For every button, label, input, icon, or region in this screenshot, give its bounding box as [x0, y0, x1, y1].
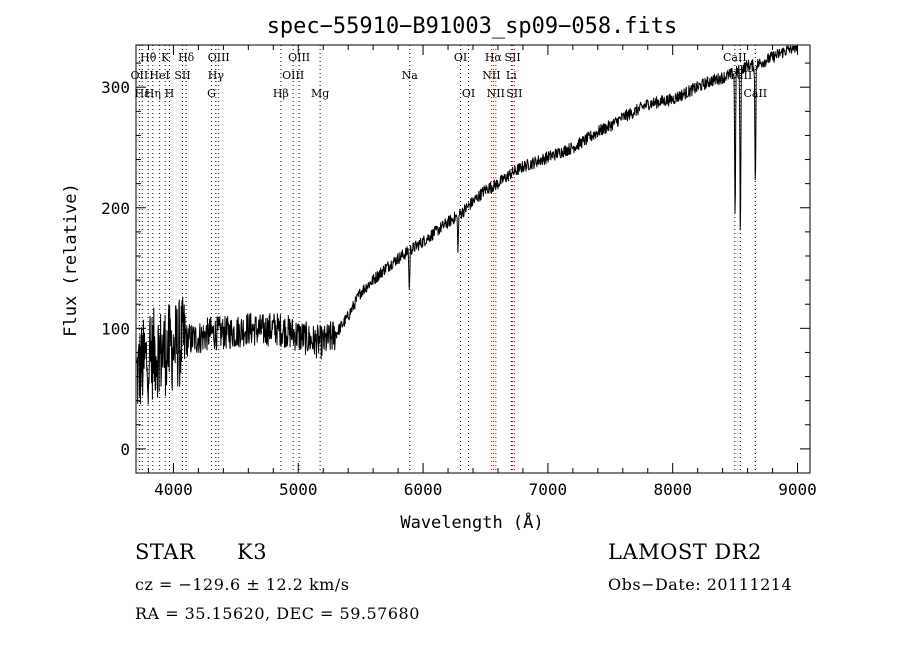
x-tick-label: 4000 — [154, 480, 193, 499]
line-label: HeI — [149, 69, 169, 82]
line-label: H — [165, 87, 175, 100]
line-label: OII — [131, 69, 149, 82]
line-label: Li — [506, 69, 517, 82]
object-subclass: K3 — [237, 540, 268, 564]
line-label: K — [161, 51, 170, 64]
object-class: STAR — [135, 540, 196, 564]
line-label: OIII — [288, 51, 310, 64]
y-tick-label: 200 — [101, 199, 130, 218]
x-axis-label: Wavelength (Å) — [400, 511, 543, 533]
y-tick-label: 100 — [101, 319, 130, 338]
spectrum-series-line — [136, 45, 798, 405]
line-label: Hδ — [178, 51, 195, 64]
sky-coordinates: RA = 35.15620, DEC = 59.57680 — [135, 604, 420, 623]
redshift-cz: cz = −129.6 ± 12.2 km/s — [135, 575, 350, 594]
line-label: Hε — [135, 87, 151, 100]
plot-frame — [135, 44, 811, 474]
line-label: Hα — [485, 51, 503, 64]
x-tick-label: 5000 — [279, 480, 318, 499]
x-tick-label: 7000 — [529, 480, 568, 499]
chart-title: spec−55910−B91003_sp09−058.fits — [267, 14, 678, 39]
line-label: OI — [454, 51, 467, 64]
line-label: NII — [487, 87, 505, 100]
y-tick-label: 0 — [120, 440, 130, 459]
line-label: Mg — [311, 87, 329, 100]
line-label: Hβ — [273, 87, 289, 100]
line-label: OIII — [282, 69, 304, 82]
line-label: SII — [174, 69, 190, 82]
x-tick-label: 9000 — [778, 480, 817, 499]
line-label: Hθ — [140, 51, 157, 64]
line-label: Hγ — [208, 69, 225, 82]
x-tick-label: 8000 — [653, 480, 692, 499]
line-label: Na — [402, 69, 419, 82]
line-markers — [138, 45, 756, 473]
line-label: OI — [462, 87, 475, 100]
x-tick-label: 6000 — [404, 480, 443, 499]
y-axis-label: Flux (relative) — [61, 183, 81, 337]
axes: 4000 5000 6000 7000 8000 9000 0 100 200 300 — [101, 45, 817, 499]
observation-date: Obs−Date: 20111214 — [608, 575, 793, 594]
survey-name: LAMOST DR2 — [608, 540, 762, 564]
line-label: CaII — [743, 87, 767, 100]
y-tick-label: 300 — [101, 78, 130, 97]
line-label: SII — [506, 87, 522, 100]
line-label: SII — [504, 51, 520, 64]
line-label: CaII — [723, 51, 747, 64]
line-label: G — [207, 87, 216, 100]
line-label: OIII — [208, 51, 230, 64]
line-label: NII — [482, 69, 500, 82]
line-label: Hη — [145, 87, 161, 100]
